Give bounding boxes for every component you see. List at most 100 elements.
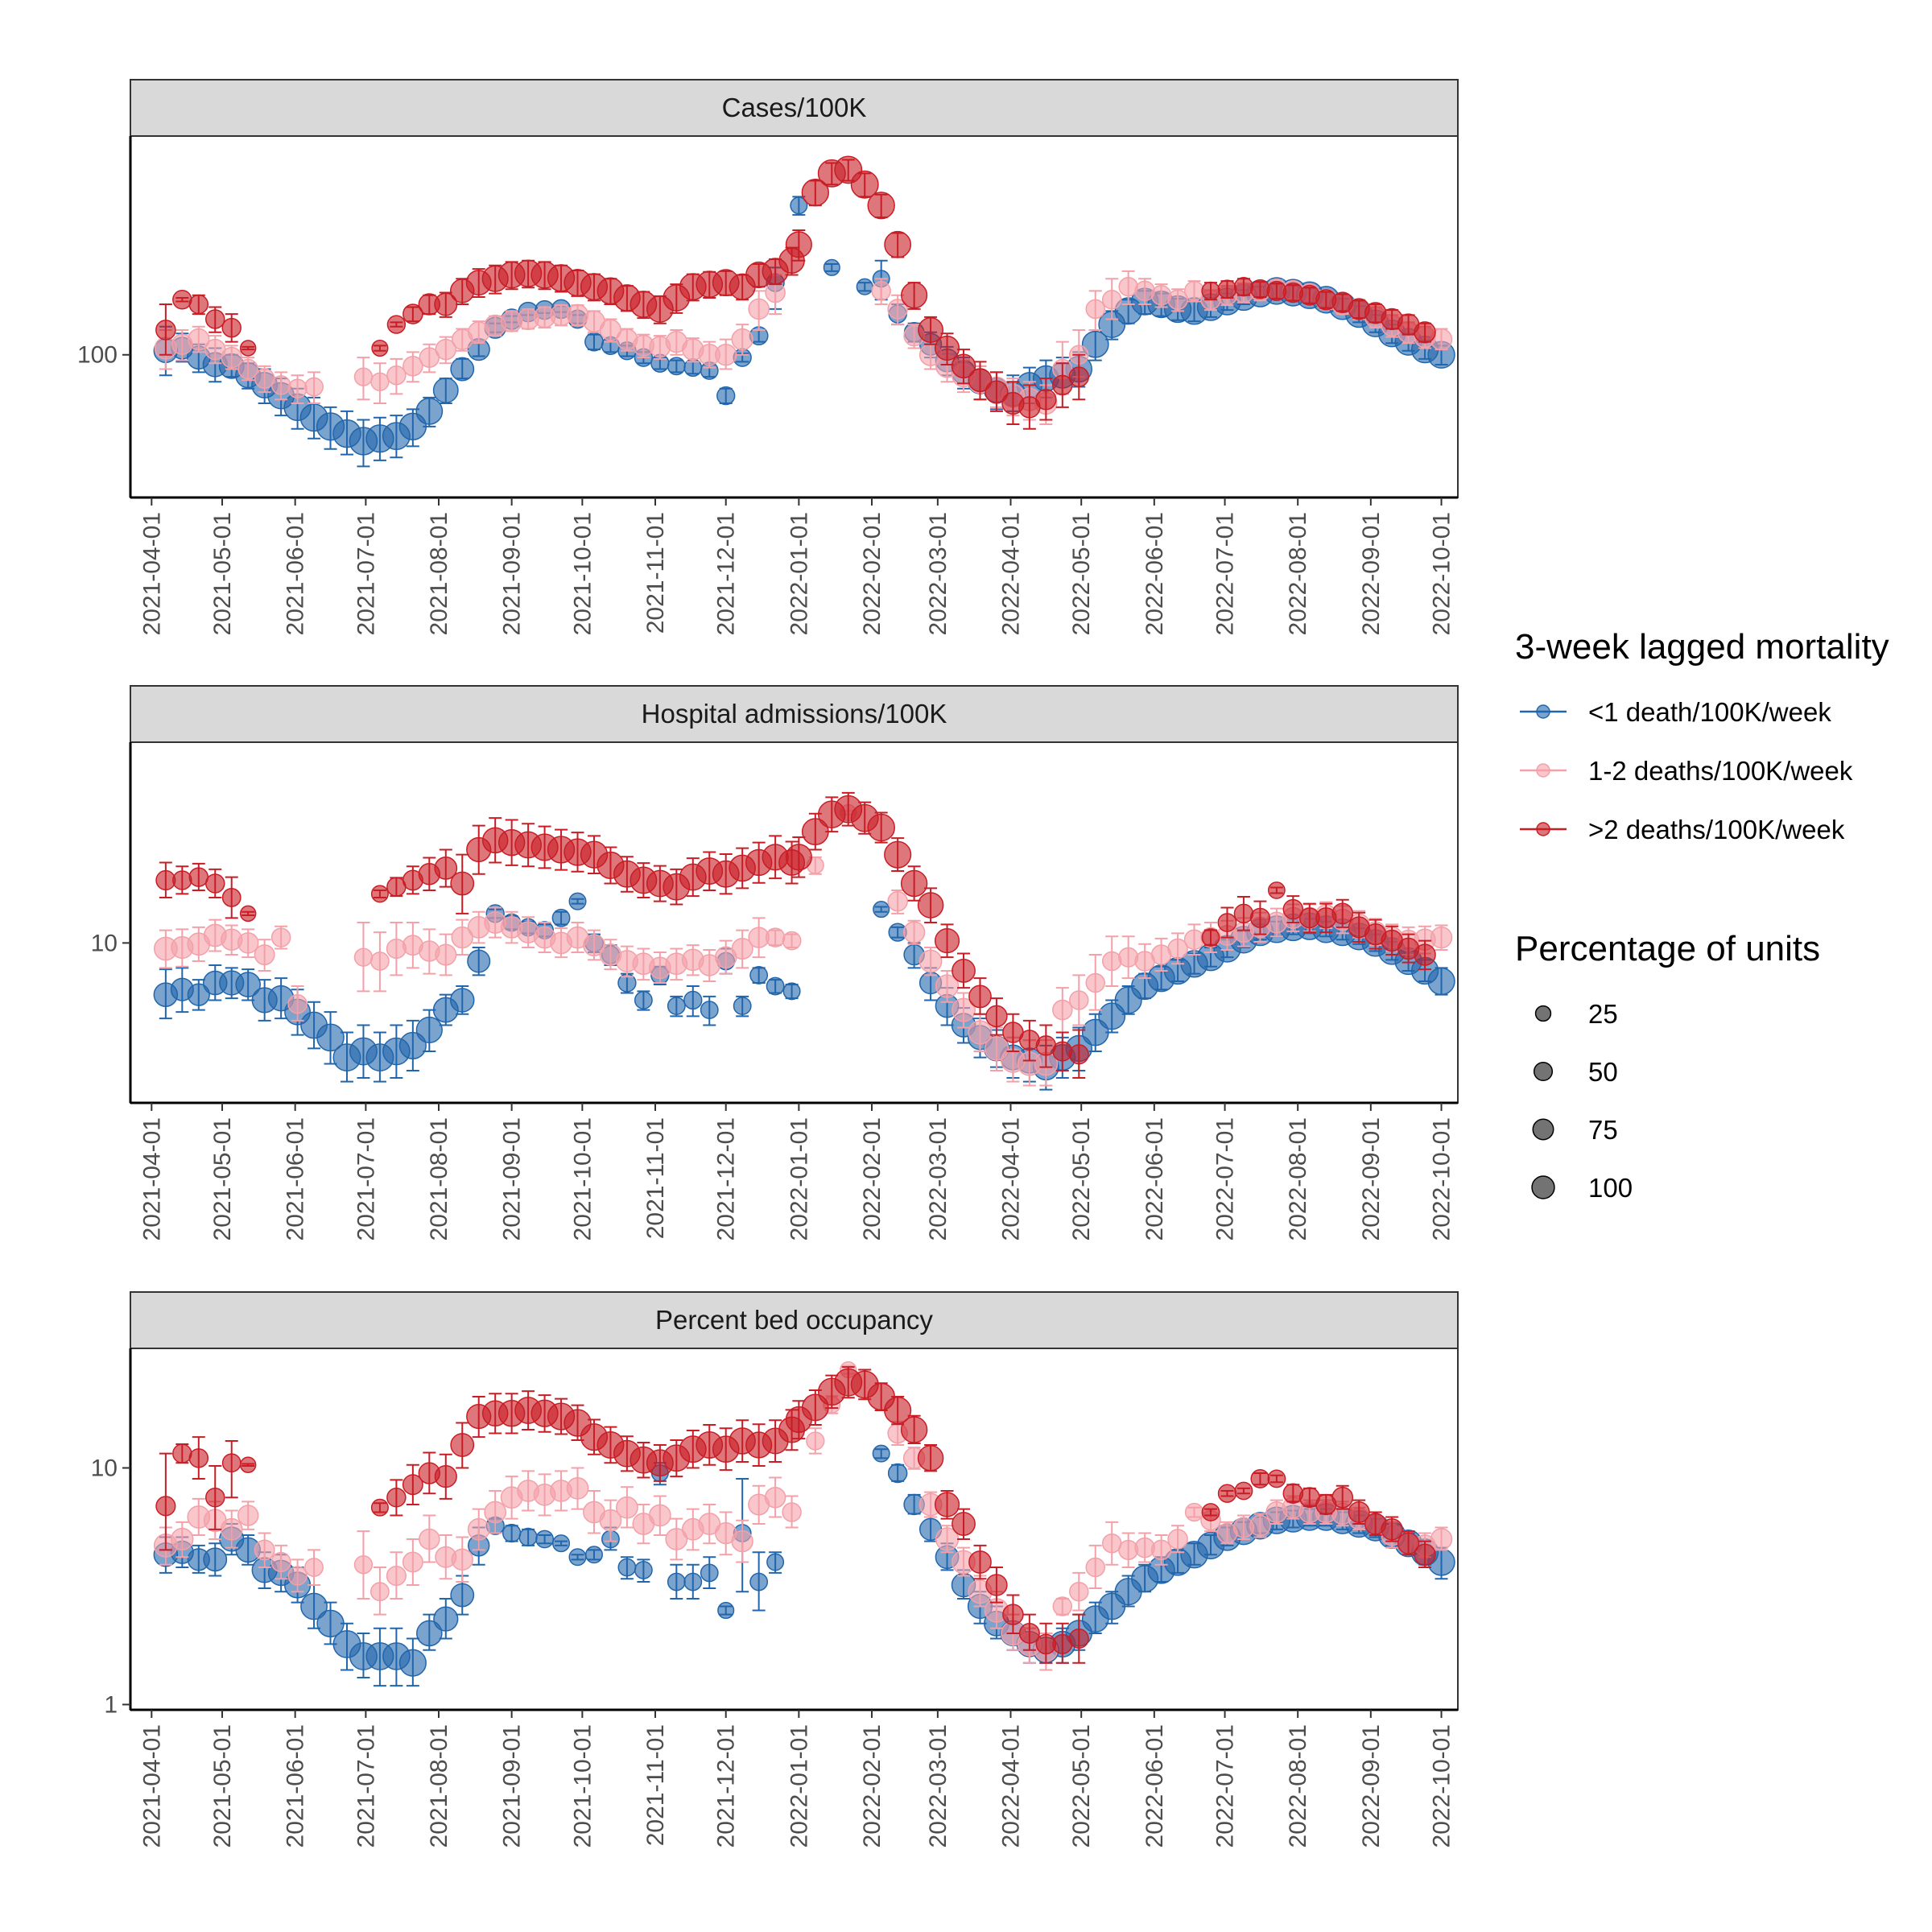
data-point [919,949,943,973]
data-point [872,1444,890,1463]
data-point [766,1553,785,1571]
data-point [566,1476,589,1500]
data-point [1167,289,1188,311]
x-tick-label: 2021-09-01 [499,1117,526,1241]
data-point [667,1572,686,1591]
data-point [901,282,928,309]
data-point [432,377,459,403]
data-point [370,372,390,391]
data-point [873,901,890,919]
x-tick-label: 2021-12-01 [713,1724,740,1847]
data-point [1167,1529,1188,1550]
data-point [239,905,257,923]
legend-color-item: >2 deaths/100K/week [1520,815,1845,844]
data-point [467,1517,490,1541]
data-point [648,1504,671,1527]
x-tick-label: 2022-10-01 [1429,1117,1455,1241]
panel-2: Hospital admissions/100K 10 2021-04-01 2021… [91,685,1459,1241]
data-point [221,317,242,338]
data-point [968,1550,992,1574]
legend-size-item: 50 [1533,1057,1618,1087]
data-point [270,1551,291,1573]
x-tick-label: 2022-03-01 [925,512,952,635]
data-point [402,303,423,324]
data-point [1068,1628,1089,1649]
panel-title: Cases/100K [722,93,867,122]
data-point [188,867,209,887]
x-tick-label: 2021-05-01 [209,512,236,635]
data-point [918,317,944,343]
x-tick-label: 2022-01-01 [786,1117,812,1241]
data-point [1052,374,1073,396]
data-point [917,1445,944,1472]
data-point [765,927,786,947]
data-point [450,1583,475,1608]
data-point [1268,881,1286,899]
x-tick-label: 2021-10-01 [569,512,596,635]
legend-size-point [1531,1175,1555,1199]
data-point [172,290,192,310]
data-point [203,1547,228,1572]
data-point [398,1031,427,1059]
data-point [887,1463,908,1484]
data-point [700,1001,719,1019]
data-point [1267,1469,1286,1488]
data-point [717,1601,735,1620]
legend-size-items: 25 50 75 100 [1531,999,1633,1203]
data-point [552,1534,571,1553]
data-point [934,335,960,361]
data-point [435,943,457,966]
data-point [237,1505,259,1526]
data-point [968,1020,993,1045]
data-point [952,959,976,983]
data-point [1201,281,1220,301]
data-point [731,1530,753,1553]
data-point [239,340,257,357]
series-3 [155,155,1436,430]
data-point [568,892,587,910]
x-tick-label: 2022-05-01 [1068,1724,1095,1847]
data-point [731,328,753,351]
data-point [433,1606,459,1632]
data-point [667,357,686,376]
data-point [188,1448,209,1468]
x-tick-label: 2022-04-01 [997,512,1024,635]
data-point [1201,1503,1220,1521]
data-point [733,997,752,1016]
data-point [502,1523,522,1543]
data-point [1249,907,1270,928]
data-point [353,947,374,967]
data-point [1101,951,1122,972]
data-point [902,921,926,943]
x-tick-label: 2021-04-01 [138,512,165,635]
data-point [715,344,737,366]
data-point [634,991,653,1009]
data-point [616,1496,638,1519]
data-point [867,192,895,220]
data-point [1217,279,1237,299]
x-tick-label: 2022-03-01 [925,1117,952,1241]
data-point [287,1566,308,1586]
data-point [316,1023,345,1052]
data-point [371,339,389,357]
legend-size-point [1533,1061,1554,1082]
legend-point [1536,704,1550,719]
data-point [370,885,389,903]
data-point [764,1486,786,1509]
x-tick-label: 2021-12-01 [713,512,740,635]
x-tick-label: 2022-09-01 [1358,1117,1385,1241]
x-tick-label: 2021-11-01 [642,1724,669,1846]
data-point [415,398,444,425]
y-tick-label: 100 [77,342,118,369]
data-point [856,278,873,295]
data-point [599,319,621,341]
data-point [599,1509,622,1532]
data-point [716,386,736,406]
x-tick-label: 2022-02-01 [859,1724,886,1847]
data-point [731,937,753,960]
data-point [568,1548,587,1567]
data-point [1018,1622,1040,1644]
y-tick-label: 1 [104,1691,118,1718]
data-point [434,857,458,880]
x-tick-label: 2022-04-01 [997,1117,1024,1241]
